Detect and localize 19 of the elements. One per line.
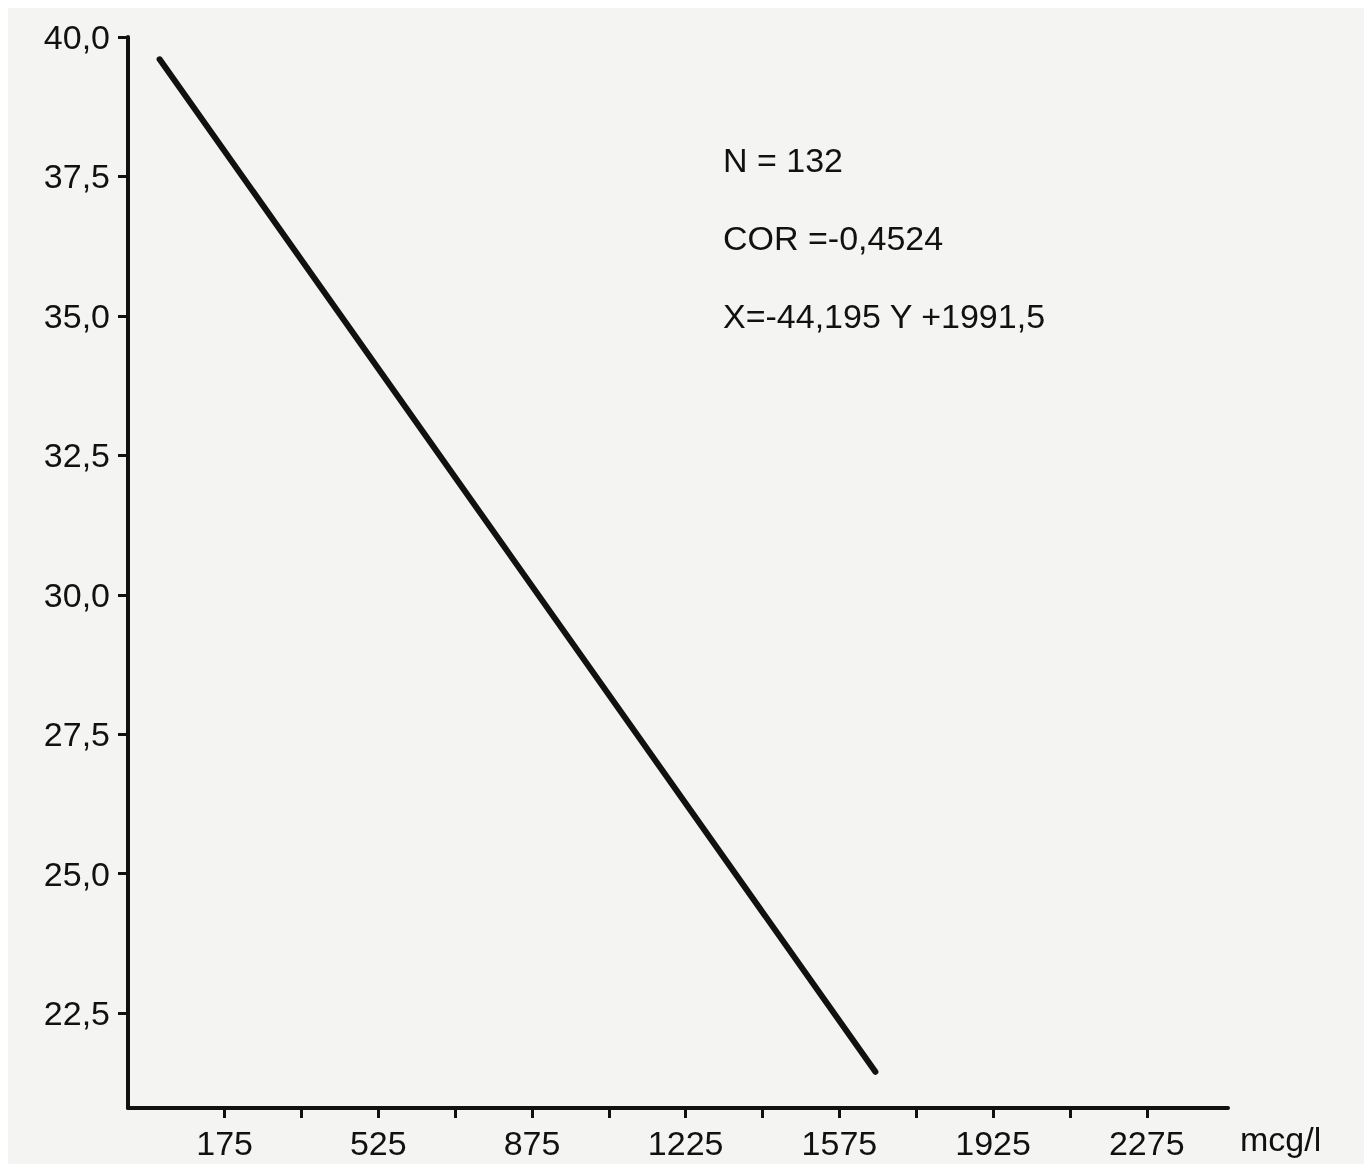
- y-tick-label: 35,0: [43, 296, 110, 335]
- y-tick-label: 30,0: [43, 575, 110, 614]
- annotation: X=-44,195 Y +1991,5: [723, 297, 1046, 335]
- x-axis-title: mcg/l: [1240, 1120, 1322, 1158]
- x-tick-label: 1225: [647, 1124, 724, 1162]
- annotation: COR =-0,4524: [723, 219, 944, 257]
- y-tick-label: 27,5: [43, 715, 110, 754]
- y-tick-label: 25,0: [43, 854, 110, 893]
- y-tick-label: 32,5: [43, 436, 110, 475]
- x-tick-label: 525: [349, 1124, 407, 1162]
- x-tick-label: 175: [196, 1124, 253, 1162]
- x-tick-label: 875: [503, 1124, 561, 1162]
- x-tick-label: 2275: [1108, 1124, 1185, 1162]
- annotation: N = 132: [723, 141, 844, 179]
- y-tick-label: 40,0: [43, 18, 110, 56]
- y-tick-label: 22,5: [43, 994, 110, 1033]
- y-tick-label: 37,5: [43, 157, 110, 196]
- x-tick-label: 1925: [955, 1124, 1031, 1162]
- x-tick-label: 1575: [801, 1124, 878, 1162]
